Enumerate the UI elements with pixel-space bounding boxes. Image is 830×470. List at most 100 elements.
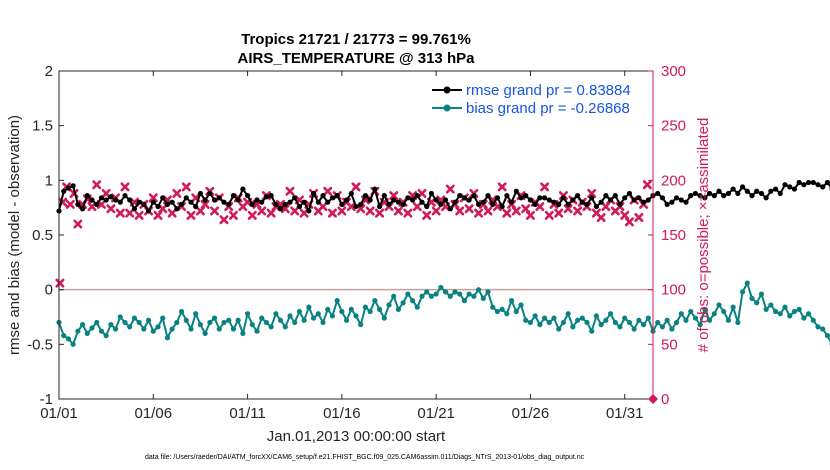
rmse-point	[461, 195, 468, 201]
rmse-point	[273, 201, 279, 207]
bias-point	[424, 289, 430, 295]
obs-assimilated-point	[247, 210, 257, 220]
rmse-point	[622, 195, 628, 201]
obs-assimilated-point	[120, 182, 130, 192]
rmse-point	[772, 186, 779, 192]
obs-assimilated-point	[573, 206, 583, 216]
rmse-point	[329, 195, 336, 201]
bias-point	[131, 315, 138, 321]
obs-assimilated-point	[65, 199, 75, 209]
rmse-point	[669, 199, 675, 205]
rmse-point	[664, 201, 670, 207]
obs-assimilated-point	[511, 206, 521, 216]
bias-point	[400, 300, 406, 306]
y-right-tick-label: 100	[661, 282, 686, 299]
rmse-point	[282, 201, 288, 207]
bias-point	[325, 306, 331, 312]
obs-assimilated-point	[445, 184, 455, 194]
rmse-point	[598, 199, 604, 205]
bias-point	[485, 289, 491, 295]
rmse-point	[98, 195, 105, 201]
rmse-point	[754, 188, 760, 194]
rmse-point	[523, 193, 529, 199]
obs-assimilated-point	[318, 202, 328, 212]
bias-point	[358, 322, 364, 328]
bias-point	[598, 322, 604, 328]
rmse-point	[348, 190, 354, 197]
bias-point	[631, 326, 637, 332]
rmse-point	[174, 206, 180, 212]
bias-point	[744, 280, 750, 286]
obs-assimilated-point	[521, 204, 531, 214]
obs-assimilated-point	[55, 278, 65, 288]
obs-possible-zero-marker	[648, 394, 658, 404]
bias-point	[145, 317, 152, 323]
bias-point	[112, 326, 119, 332]
rmse-point	[820, 184, 826, 190]
rmse-point	[438, 201, 444, 207]
rmse-point	[202, 197, 208, 203]
obs-assimilated-point	[624, 217, 634, 227]
obs-assimilated-point	[153, 210, 163, 220]
y-tick-label: 1.5	[32, 118, 53, 135]
obs-assimilated-point	[257, 206, 267, 216]
bias-point	[758, 291, 765, 297]
x-axis-label: Jan.01,2013 00:00:00 start	[267, 428, 446, 445]
rmse-point	[391, 197, 397, 203]
rmse-point	[763, 195, 769, 201]
rmse-point	[207, 190, 213, 197]
bias-point	[730, 304, 736, 310]
rmse-point	[127, 197, 133, 203]
rmse-point	[221, 199, 227, 205]
bias-point	[75, 328, 81, 334]
obs-assimilated-point	[483, 206, 493, 216]
rmse-point	[112, 197, 119, 203]
rmse-point	[716, 188, 722, 194]
rmse-point	[61, 188, 67, 194]
rmse-point	[315, 199, 321, 205]
obs-assimilated-point	[554, 208, 564, 218]
rmse-point	[640, 199, 647, 205]
bias-point	[749, 295, 755, 302]
rmse-point	[504, 193, 510, 199]
legend-rmse-label: rmse grand pr = 0.83884	[466, 82, 631, 99]
bias-point	[160, 315, 166, 321]
bias-point	[301, 317, 307, 323]
rmse-point	[230, 193, 237, 199]
bias-point	[193, 311, 199, 317]
bias-point	[659, 324, 666, 330]
bias-point	[768, 302, 774, 308]
rmse-point	[499, 203, 505, 210]
rmse-point	[787, 184, 793, 190]
obs-assimilated-point	[393, 206, 403, 216]
rmse-point	[419, 199, 425, 205]
bias-point	[178, 308, 185, 315]
rmse-point	[117, 199, 123, 205]
bias-point	[678, 311, 684, 317]
bias-point	[405, 291, 411, 297]
obs-assimilated-point	[596, 213, 606, 223]
bias-point	[607, 311, 614, 317]
obs-assimilated-point	[502, 208, 512, 218]
x-tick-label: 01/21	[417, 405, 455, 422]
obs-assimilated-point	[351, 182, 361, 192]
y-tick-label: 1	[45, 172, 53, 189]
rmse-series	[56, 179, 830, 214]
obs-assimilated-point	[337, 206, 347, 216]
obs-assimilated-point	[587, 188, 597, 198]
bias-point	[593, 313, 600, 319]
rmse-point	[532, 201, 538, 207]
y-right-tick-label: 0	[661, 391, 669, 408]
rmse-point	[721, 193, 727, 199]
y-right-tick-label: 150	[661, 227, 686, 244]
bias-point	[263, 319, 270, 326]
rmse-point	[131, 206, 138, 212]
rmse-point	[490, 201, 496, 207]
rmse-point	[89, 197, 95, 203]
bias-point	[626, 319, 633, 326]
bias-point	[334, 298, 340, 304]
bias-point	[273, 311, 279, 317]
obs-assimilated-point	[266, 208, 276, 218]
